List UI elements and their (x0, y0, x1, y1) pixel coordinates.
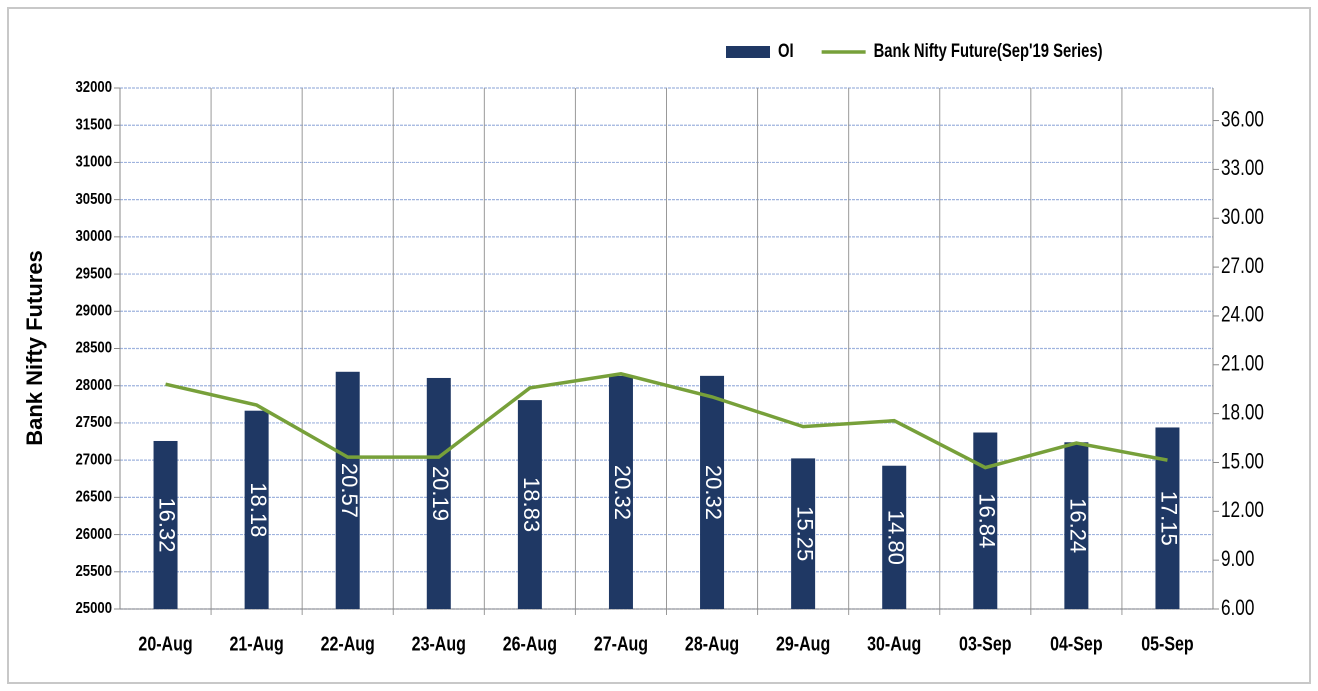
x-tick-label: 23-Aug (412, 633, 466, 655)
legend-swatch (726, 46, 770, 58)
y-tick-label: 28500 (76, 340, 112, 357)
x-tick-label: 30-Aug (867, 633, 921, 655)
bar (426, 377, 451, 609)
bar-value-label: 14.80 (883, 510, 908, 565)
x-tick-label: 20-Aug (138, 633, 192, 655)
x-tick-label: 26-Aug (503, 633, 557, 655)
y-tick-label: 30500 (76, 191, 112, 208)
bar-value-label: 20.57 (337, 463, 362, 518)
y2-tick-label: 21.00 (1221, 352, 1264, 377)
bar-value-label: 16.24 (1066, 498, 1091, 553)
bar (700, 375, 725, 609)
bar (244, 410, 269, 609)
x-tick-label: 21-Aug (230, 633, 284, 655)
bar-value-label: 17.15 (1157, 491, 1182, 546)
legend-label: Bank Nifty Future(Sep'19 Series) (874, 40, 1103, 61)
legend-label: OI (778, 40, 794, 61)
x-tick-label: 04-Sep (1050, 633, 1102, 655)
y-tick-label: 26000 (76, 526, 112, 543)
bar (517, 400, 542, 609)
y-tick-label: 29500 (76, 265, 112, 282)
y2-tick-label: 24.00 (1221, 303, 1264, 328)
bar-value-label: 16.84 (974, 493, 999, 548)
x-tick-label: 03-Sep (959, 633, 1011, 655)
y-tick-label: 31000 (76, 154, 112, 171)
y2-tick-label: 30.00 (1221, 205, 1264, 230)
bar (1064, 442, 1089, 609)
y-tick-label: 28000 (76, 377, 112, 394)
y-tick-label: 30000 (76, 228, 112, 245)
x-tick-label: 05-Sep (1141, 633, 1193, 655)
y2-tick-label: 6.00 (1221, 596, 1254, 621)
y2-tick-label: 27.00 (1221, 254, 1264, 279)
bar-value-label: 16.32 (155, 497, 180, 552)
bar (335, 371, 360, 609)
y2-tick-label: 18.00 (1221, 400, 1264, 425)
bar (882, 465, 907, 609)
bar-value-label: 18.83 (519, 477, 544, 532)
x-tick-label: 22-Aug (321, 633, 375, 655)
x-tick-label: 27-Aug (594, 633, 648, 655)
bar (153, 440, 178, 609)
y-tick-label: 25500 (76, 563, 112, 580)
y2-tick-label: 9.00 (1221, 547, 1254, 572)
x-tick-label: 28-Aug (685, 633, 739, 655)
y2-tick-label: 33.00 (1221, 156, 1264, 181)
y-tick-label: 31500 (76, 116, 112, 133)
y-tick-label: 32000 (76, 79, 112, 96)
y2-tick-label: 12.00 (1221, 498, 1264, 523)
bar-value-label: 15.25 (792, 506, 817, 561)
bar-value-label: 18.18 (246, 482, 271, 537)
bar (791, 458, 816, 609)
line (165, 372, 1168, 470)
y-tick-label: 29000 (76, 302, 112, 319)
y2-tick-label: 36.00 (1221, 107, 1264, 132)
y-tick-label: 27000 (76, 451, 112, 468)
x-tick-label: 29-Aug (776, 633, 830, 655)
bar-value-label: 20.19 (428, 466, 453, 521)
bar-value-label: 20.32 (610, 465, 635, 520)
y-axis-title: Bank Nifty Futures (22, 250, 47, 446)
y-tick-label: 27500 (76, 414, 112, 431)
y-tick-label: 26500 (76, 488, 112, 505)
y-tick-label: 25000 (76, 600, 112, 617)
bar-value-label: 20.32 (701, 465, 726, 520)
bar (608, 375, 633, 609)
y2-tick-label: 15.00 (1221, 449, 1264, 474)
